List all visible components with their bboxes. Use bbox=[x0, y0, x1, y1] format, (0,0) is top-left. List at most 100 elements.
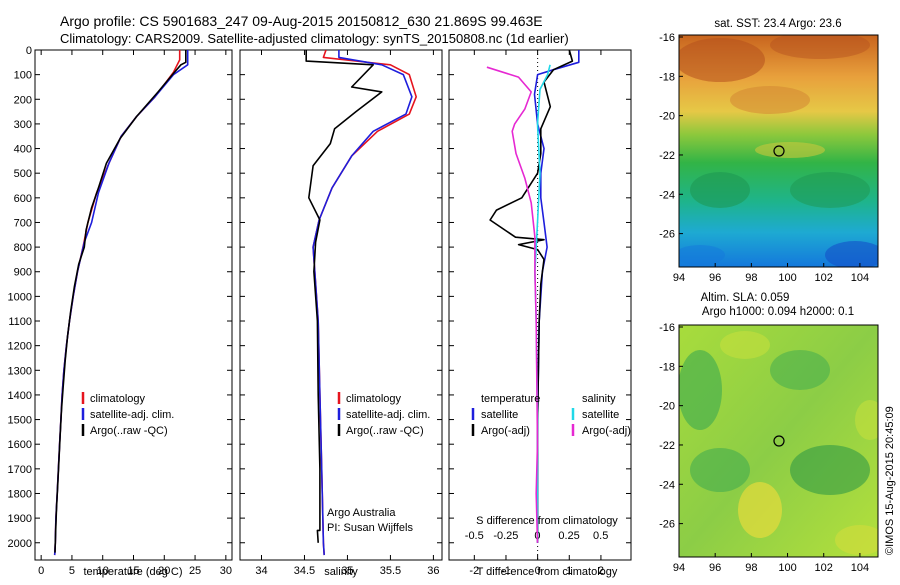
map-y-tick-label: -26 bbox=[659, 519, 675, 531]
depth-axis-tick-labels: 0 100 200 300 400 500 600 700 800 900 1000 1100 1200… bbox=[8, 45, 232, 550]
x-tick-label: 5 bbox=[69, 565, 75, 577]
s-diff-tick-label: 0.25 bbox=[558, 530, 579, 542]
map-x-tick-label: 102 bbox=[815, 562, 833, 574]
difference-lines bbox=[486, 50, 580, 543]
map-y-tick-label: -26 bbox=[659, 229, 675, 241]
sst-map: sat. SST: 23.4 Argo: 23.6 -16 -18 -20 -22 -2… bbox=[659, 18, 879, 284]
t-difference-axis-label: T difference from climatology bbox=[477, 566, 618, 578]
legend-label-satellite: satellite-adj. clim. bbox=[90, 409, 174, 421]
map-y-tick-label: -16 bbox=[659, 322, 675, 334]
difference-axes-frame bbox=[448, 49, 632, 561]
sla-map-ticks: -16 -18 -20 -22 -24 -26 94 96 98 100 102 104 bbox=[659, 322, 869, 574]
legend-label-argo: Argo(..raw -QC) bbox=[346, 425, 424, 437]
series-line-satellite-adj-clim bbox=[53, 50, 189, 556]
map-x-tick-label: 98 bbox=[745, 562, 757, 574]
map-y-tick-label: -22 bbox=[659, 440, 675, 452]
sla-map-title-line1: Altim. SLA: 0.059 bbox=[701, 292, 790, 304]
map-x-tick-label: 94 bbox=[673, 562, 685, 574]
temperature-panel: 0100200300400500600700800900100011001200… bbox=[8, 45, 233, 578]
sla-low-patch bbox=[770, 350, 830, 390]
sst-warm-patch bbox=[730, 86, 810, 114]
sla-low-patch bbox=[790, 445, 870, 495]
map-x-tick-label: 96 bbox=[709, 562, 721, 574]
salinity-axes-frame bbox=[239, 49, 443, 561]
legend-label-temperature-argo: Argo(-adj) bbox=[481, 425, 530, 437]
map-y-tick-label: -20 bbox=[659, 111, 675, 123]
depth-tick-label: 1000 bbox=[8, 291, 32, 303]
map-x-tick-label: 102 bbox=[815, 272, 833, 284]
map-x-tick-label: 100 bbox=[778, 562, 796, 574]
legend-label-climatology: climatology bbox=[346, 393, 402, 405]
depth-tick-label: 2000 bbox=[8, 538, 32, 550]
temperature-lines bbox=[53, 50, 189, 556]
sla-low-patch bbox=[679, 350, 722, 430]
salinity-axis-ticks: 34 34.5 35 35.5 36 bbox=[255, 50, 440, 577]
depth-tick-label: 1100 bbox=[8, 316, 32, 328]
sst-cool-patch bbox=[690, 172, 750, 208]
series-line-salinity-argo-adj bbox=[486, 66, 539, 543]
salinity-depth-ticks bbox=[240, 49, 442, 544]
x-tick-label: 36 bbox=[427, 565, 439, 577]
depth-tick-label: 200 bbox=[14, 94, 32, 106]
figure-title-line2: Climatology: CARS2009. Satellite-adjuste… bbox=[60, 31, 569, 46]
map-x-tick-label: 98 bbox=[745, 272, 757, 284]
sst-warm-patch bbox=[770, 35, 870, 59]
depth-tick-label: 500 bbox=[14, 168, 32, 180]
program-note: Argo Australia bbox=[327, 507, 396, 519]
map-y-tick-label: -18 bbox=[659, 71, 675, 83]
depth-tick-label: 1500 bbox=[8, 415, 32, 427]
sst-argo-position-marker bbox=[773, 145, 785, 157]
sla-low-patch bbox=[690, 448, 750, 492]
sst-front-patch bbox=[755, 142, 825, 158]
depth-tick-label: 1300 bbox=[8, 365, 32, 377]
depth-tick-label: 600 bbox=[14, 193, 32, 205]
x-tick-label: 25 bbox=[189, 565, 201, 577]
x-tick-label: 15 bbox=[127, 565, 139, 577]
sla-map-title-line2: Argo h1000: 0.094 h2000: 0.1 bbox=[702, 306, 854, 318]
x-tick-label: 0 bbox=[38, 565, 44, 577]
depth-tick-label: 1200 bbox=[8, 341, 32, 353]
temperature-axes-frame bbox=[34, 49, 233, 561]
sst-cool-patch bbox=[790, 172, 870, 208]
depth-tick-label: 400 bbox=[14, 144, 32, 156]
sst-map-title: sat. SST: 23.4 Argo: 23.6 bbox=[714, 18, 841, 30]
x-tick-label: -2 bbox=[469, 565, 479, 577]
series-line-temperature-argo-adj bbox=[489, 50, 574, 543]
depth-tick-label: 1700 bbox=[8, 464, 32, 476]
map-y-tick-label: -24 bbox=[659, 189, 675, 201]
s-difference-axis-label: S difference from climatology bbox=[476, 515, 618, 527]
legend-heading-salinity: salinity bbox=[582, 393, 616, 405]
sla-high-patch bbox=[855, 400, 878, 440]
depth-tick-label: 1600 bbox=[8, 439, 32, 451]
sla-map: Altim. SLA: 0.059 Argo h1000: 0.094 h200… bbox=[659, 292, 879, 574]
credit-stamp: ©IMOS 15-Aug-2015 20:45:09 bbox=[884, 406, 896, 555]
salinity-panel: 34 34.5 35 35.5 36 salinity climatology sate… bbox=[239, 49, 443, 578]
map-y-tick-label: -22 bbox=[659, 150, 675, 162]
legend-label-salinity-argo: Argo(-adj) bbox=[582, 425, 631, 437]
map-y-tick-label: -20 bbox=[659, 401, 675, 413]
x-tick-label: 35 bbox=[341, 565, 353, 577]
s-diff-tick-label: -0.25 bbox=[493, 530, 518, 542]
temperature-axis-label: temperature (deg C) bbox=[83, 566, 182, 578]
legend-label-salinity-satellite: satellite bbox=[582, 409, 619, 421]
x-tick-label: 10 bbox=[97, 565, 109, 577]
principal-investigator-note: PI: Susan Wijffels bbox=[327, 522, 413, 534]
sla-argo-position-marker bbox=[773, 435, 785, 447]
difference-depth-ticks bbox=[449, 49, 631, 544]
series-line-argo-raw-qc bbox=[54, 50, 187, 553]
x-tick-label: 35.5 bbox=[380, 565, 401, 577]
temperature-axis-ticks: 0 5 10 15 20 25 30 bbox=[38, 50, 232, 577]
series-line-argo-raw-qc bbox=[305, 50, 383, 543]
series-line-climatology bbox=[53, 50, 181, 556]
depth-tick-label: 1400 bbox=[8, 390, 32, 402]
series-line-satellite-adj-clim bbox=[312, 50, 413, 556]
x-tick-label: 34.5 bbox=[294, 565, 315, 577]
legend-label-satellite: satellite-adj. clim. bbox=[346, 409, 430, 421]
x-tick-label: 34 bbox=[255, 565, 267, 577]
x-tick-label: 0 bbox=[535, 565, 541, 577]
depth-tick-label: 1900 bbox=[8, 513, 32, 525]
sst-warm-patch bbox=[679, 38, 765, 82]
depth-tick-label: 100 bbox=[14, 70, 32, 82]
depth-tick-label: 900 bbox=[14, 267, 32, 279]
